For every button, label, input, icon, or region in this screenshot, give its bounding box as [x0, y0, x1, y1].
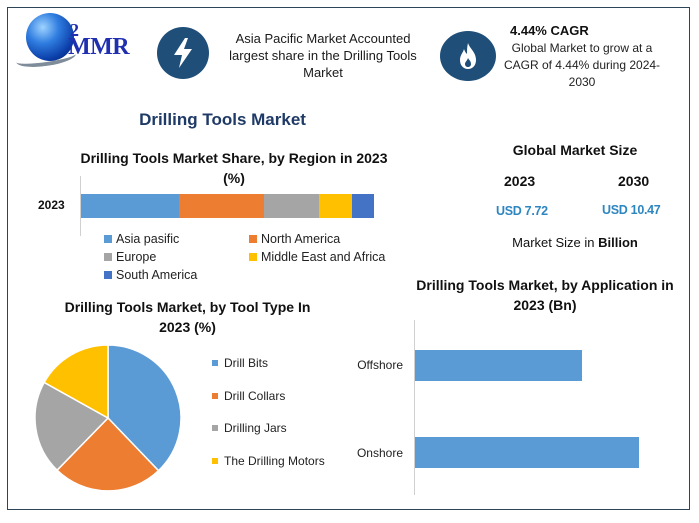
market-size-2030-value: USD 10.47: [602, 203, 661, 217]
legend-label: North America: [261, 232, 341, 246]
legend-swatch: [212, 393, 218, 399]
legend-label: South America: [116, 268, 198, 282]
unit-note-bold: Billion: [598, 235, 638, 250]
category-label-onshore: Onshore: [356, 446, 403, 460]
legend-swatch: [104, 253, 112, 261]
application-chart-title: Drilling Tools Market, by Application in…: [416, 277, 674, 313]
legend-item-drill-collars: Drill Collars: [212, 389, 285, 403]
lightning-bolt-icon: [157, 27, 209, 79]
legend-swatch: [249, 253, 257, 261]
legend-swatch: [249, 235, 257, 243]
region-chart-year-label: 2023: [38, 198, 65, 212]
logo-text: MMR: [68, 34, 130, 60]
legend-label: Europe: [116, 250, 157, 264]
legend-item-drilling-motors: The Drilling Motors: [212, 454, 325, 468]
market-size-2023-value: USD 7.72: [496, 204, 548, 218]
legend-swatch: [104, 271, 112, 279]
legend-item-europe: Europe: [104, 250, 156, 264]
category-label-offshore: Offshore: [357, 358, 403, 372]
bar-offshore: [415, 350, 582, 381]
legend-swatch: [104, 235, 112, 243]
region-chart-title: Drilling Tools Market Share, by Region i…: [80, 150, 388, 186]
legend-item-drill-bits: Drill Bits: [212, 356, 268, 370]
legend-label: Asia pasific: [116, 232, 180, 246]
legend-item-north-america: North America: [249, 232, 340, 246]
market-size-unit-note: Market Size in Billion: [480, 235, 670, 250]
legend-label: Drill Bits: [224, 356, 268, 370]
legend-item-drilling-jars: Drilling Jars: [212, 421, 287, 435]
bar-segment-north-america: [178, 194, 264, 218]
globe-icon: [26, 13, 74, 61]
legend-label: The Drilling Motors: [224, 454, 325, 468]
bar-segment-south-america: [352, 194, 374, 218]
pie-slice-drilling-jars: [34, 381, 110, 472]
legend-item-middle-east-africa: Middle East and Africa: [249, 250, 385, 264]
cagr-text: Global Market to grow at a CAGR of 4.44%…: [503, 41, 661, 89]
cagr-title: 4.44% CAGR: [510, 23, 589, 38]
legend-label: Middle East and Africa: [261, 250, 386, 264]
asia-pacific-info-text: Asia Pacific Market Accounted largest sh…: [229, 31, 417, 80]
legend-label: Drill Collars: [224, 389, 286, 403]
pie-slice-drill-bits: [107, 344, 182, 472]
region-stacked-bar: [81, 194, 374, 218]
tool-type-pie-chart: [34, 344, 182, 492]
bar-segment-europe: [263, 194, 319, 218]
application-chart-axis: [414, 320, 415, 495]
region-chart-axis: [80, 176, 81, 236]
legend-item-south-america: South America: [104, 268, 197, 282]
bar-segment-middle-east-africa: [318, 194, 352, 218]
tool-type-chart-title: Drilling Tools Market, by Tool Type In 2…: [64, 299, 311, 335]
unit-note-prefix: Market Size in: [512, 235, 599, 250]
pie-slice-drilling-motors: [43, 344, 109, 420]
legend-label: Drilling Jars: [224, 421, 287, 435]
year-2030-label: 2030: [618, 173, 650, 189]
logo-superscript: 2: [70, 20, 79, 40]
global-market-size-title: Global Market Size: [512, 142, 638, 158]
flame-icon: [440, 31, 496, 81]
pie-slice-drill-collars: [56, 416, 160, 492]
bar-onshore: [415, 437, 639, 468]
legend-swatch: [212, 425, 218, 431]
year-2023-label: 2023: [504, 173, 536, 189]
bar-segment-asia-pacific: [81, 194, 179, 218]
legend-swatch: [212, 458, 218, 464]
legend-item-asia-pacific: Asia pasific: [104, 232, 179, 246]
main-title: Drilling Tools Market: [139, 110, 306, 129]
legend-swatch: [212, 360, 218, 366]
